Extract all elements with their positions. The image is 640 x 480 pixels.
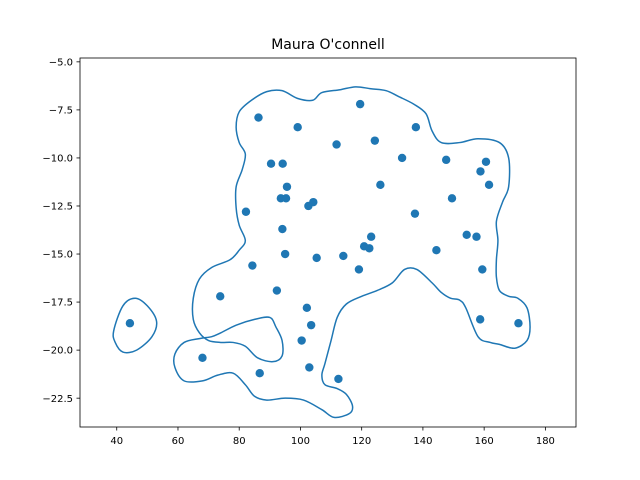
scatter-point bbox=[302, 303, 312, 313]
scatter-point bbox=[282, 182, 292, 191]
x-tick-label: 80 bbox=[233, 436, 246, 447]
points-layer bbox=[125, 99, 523, 384]
scatter-point bbox=[462, 230, 471, 240]
scatter-point bbox=[198, 353, 207, 363]
scatter-point bbox=[305, 363, 314, 372]
scatter-point bbox=[411, 122, 421, 132]
scatter-point bbox=[278, 224, 287, 234]
scatter-point bbox=[309, 197, 318, 207]
scatter-point bbox=[278, 159, 287, 168]
scatter-point bbox=[272, 286, 282, 295]
y-tick-label: −20.0 bbox=[42, 346, 73, 357]
x-tick-label: 140 bbox=[413, 436, 432, 447]
y-tick-label: −17.5 bbox=[42, 298, 73, 309]
scatter-point bbox=[484, 180, 494, 190]
scatter-point bbox=[297, 336, 306, 345]
scatter-point bbox=[312, 253, 321, 263]
scatter-point bbox=[366, 232, 376, 241]
y-tick-label: −7.5 bbox=[49, 105, 73, 116]
scatter-point bbox=[514, 319, 523, 328]
scatter-point bbox=[281, 194, 291, 203]
x-tick-label: 180 bbox=[536, 436, 555, 447]
scatter-point bbox=[354, 265, 364, 274]
scatter-point bbox=[280, 249, 290, 259]
scatter-point bbox=[478, 265, 487, 274]
scatter-point bbox=[447, 194, 457, 203]
scatter-point bbox=[481, 157, 491, 166]
scatter-point bbox=[476, 167, 485, 176]
y-tick-label: −12.5 bbox=[42, 202, 73, 213]
scatter-point bbox=[241, 207, 251, 216]
contour-line-1 bbox=[173, 86, 531, 419]
scatter-point bbox=[472, 232, 481, 241]
scatter-point bbox=[248, 261, 257, 270]
scatter-point bbox=[306, 320, 316, 330]
scatter-point bbox=[255, 368, 264, 378]
scatter-point bbox=[432, 245, 441, 255]
scatter-point bbox=[293, 122, 302, 132]
axes-frame bbox=[79, 57, 577, 428]
scatter-point bbox=[254, 113, 263, 122]
scatter-point bbox=[475, 315, 485, 324]
x-tick-label: 60 bbox=[172, 436, 185, 447]
y-tick-label: −22.5 bbox=[42, 394, 73, 405]
contour-layer bbox=[112, 86, 531, 419]
x-tick-label: 100 bbox=[291, 436, 310, 447]
scatter-point bbox=[376, 180, 385, 190]
scatter-point bbox=[125, 319, 135, 328]
scatter-point bbox=[441, 155, 451, 165]
axes-layer: 40 60 80 100 120 140 160 180 −5.0 −7.5 −10.0 −12.5 −… bbox=[42, 57, 577, 447]
scatter-point bbox=[397, 153, 407, 163]
scatter-point bbox=[370, 136, 380, 145]
x-tick-label: 160 bbox=[475, 436, 494, 447]
contour-line-0 bbox=[112, 297, 158, 354]
y-tick-label: −15.0 bbox=[42, 250, 73, 261]
chart-title: Maura O'connell bbox=[271, 37, 385, 53]
scatter-point bbox=[332, 140, 341, 149]
scatter-point bbox=[365, 244, 374, 253]
x-tick-label: 40 bbox=[110, 436, 123, 447]
scatter-point bbox=[410, 209, 420, 218]
y-tick-label: −10.0 bbox=[42, 154, 73, 165]
scatter-point bbox=[355, 99, 365, 109]
y-tick-label: −5.0 bbox=[49, 57, 73, 68]
scatter-point bbox=[334, 374, 343, 384]
scatter-point bbox=[216, 292, 225, 301]
scatter-point bbox=[266, 159, 276, 168]
x-tick-label: 120 bbox=[352, 436, 371, 447]
scatter-point bbox=[339, 251, 348, 261]
